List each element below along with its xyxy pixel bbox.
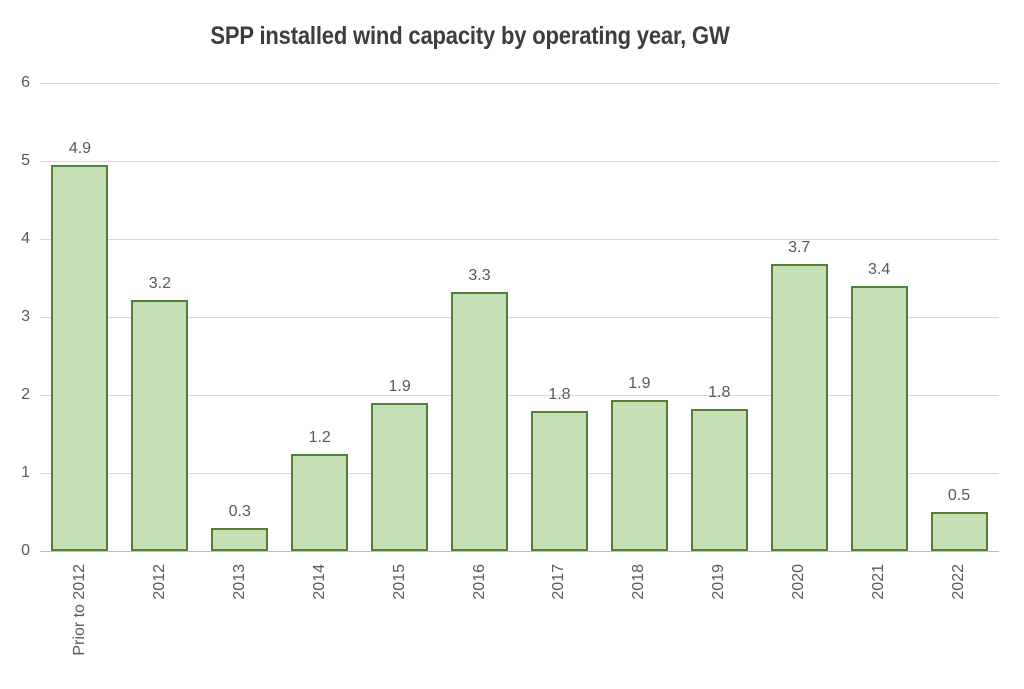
bar-value-label: 1.9 xyxy=(388,377,411,395)
x-tick-label: 2013 xyxy=(230,564,248,600)
x-tick-label: 2012 xyxy=(150,564,168,600)
bar-value-label: 1.8 xyxy=(548,385,571,403)
x-tick-label: 2015 xyxy=(390,564,408,600)
bar-value-label: 1.9 xyxy=(628,375,651,393)
bar-2014 xyxy=(291,453,349,551)
y-tick-label: 2 xyxy=(21,386,30,403)
gridline xyxy=(40,317,999,318)
bar-value-label: 3.4 xyxy=(868,260,891,278)
gridline xyxy=(40,473,999,474)
bar-2015 xyxy=(371,402,429,551)
gridline xyxy=(40,239,999,240)
bar-2019 xyxy=(690,409,748,551)
chart-title: SPP installed wind capacity by operating… xyxy=(210,22,730,50)
bar-2020 xyxy=(770,263,828,551)
y-tick-label: 5 xyxy=(21,152,30,169)
x-tick-label: 2017 xyxy=(550,564,568,600)
x-tick-label: 2018 xyxy=(630,564,648,600)
gridline xyxy=(40,83,999,84)
x-tick-label: Prior to 2012 xyxy=(70,564,88,656)
y-tick-label: 3 xyxy=(21,308,30,325)
bar-2013 xyxy=(211,527,269,551)
y-tick-label: 1 xyxy=(21,464,30,481)
x-tick-label: 2021 xyxy=(870,564,888,600)
bar-2018 xyxy=(610,400,668,551)
bar-value-label: 3.2 xyxy=(148,274,171,292)
y-tick-label: 6 xyxy=(21,74,30,91)
x-axis-line xyxy=(40,551,999,552)
bar-value-label: 4.9 xyxy=(68,139,92,157)
bar-2012 xyxy=(131,299,189,551)
bar-2017 xyxy=(530,410,588,551)
x-tick-label: 2019 xyxy=(710,564,728,600)
bar-value-label: 3.7 xyxy=(788,238,811,256)
y-tick-label: 0 xyxy=(21,542,30,559)
x-tick-label: 2014 xyxy=(310,564,328,600)
bar-2022 xyxy=(930,512,988,551)
bar-value-label: 0.3 xyxy=(228,502,251,520)
bar-value-label: 3.3 xyxy=(468,267,491,285)
x-tick-label: 2016 xyxy=(470,564,488,600)
gridline xyxy=(40,161,999,162)
x-tick-label: 2022 xyxy=(950,564,968,600)
bar-value-label: 1.2 xyxy=(308,428,331,446)
bar-value-label: 1.8 xyxy=(708,384,731,402)
x-tick-label: 2020 xyxy=(790,564,808,600)
bar-value-label: 0.5 xyxy=(947,487,971,504)
gridline xyxy=(40,395,999,396)
bar-prior-to-2012 xyxy=(51,164,109,551)
y-tick-label: 4 xyxy=(21,230,30,247)
bar-2021 xyxy=(850,285,908,551)
bar-2016 xyxy=(451,292,509,551)
